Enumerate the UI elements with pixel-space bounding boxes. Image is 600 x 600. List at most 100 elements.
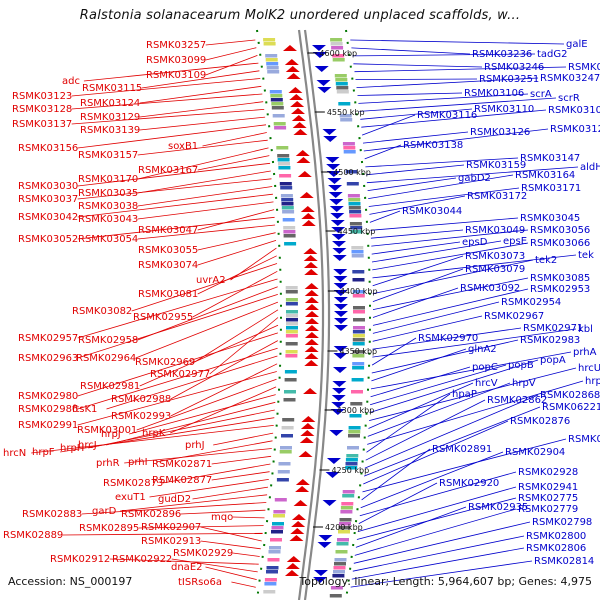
gene-label-right[interactable]: RSMK03056 — [530, 225, 590, 236]
gene-label-left[interactable]: RSMK02896 — [121, 509, 181, 520]
gene-label-right[interactable]: hrpV — [512, 378, 536, 389]
gene-label-left[interactable]: RSMK02969 — [135, 357, 195, 368]
gene-label-left[interactable]: RSMK02922 — [112, 554, 172, 565]
gene-label-left[interactable]: RSMK03052 — [18, 234, 78, 245]
gene-label-left[interactable]: dnaE2 — [171, 562, 203, 573]
gene-label-right[interactable]: RSMK03121 — [550, 124, 600, 135]
gene-label-left[interactable]: uvrA2 — [196, 275, 226, 286]
gene-label-right[interactable]: RSMK03126 — [470, 127, 530, 138]
gene-label-right[interactable]: RSMK03116 — [417, 110, 477, 121]
gene-label-right[interactable]: hrcU — [578, 363, 600, 374]
gene-label-right[interactable]: RSMK02928 — [518, 467, 578, 478]
gene-label-left[interactable]: RSMK02981 — [80, 381, 140, 392]
gene-label-right[interactable]: hrpG — [585, 376, 600, 387]
gene-label-right[interactable]: RSMK03066 — [530, 238, 590, 249]
gene-label-right[interactable]: tek — [578, 250, 594, 261]
gene-label-left[interactable]: RSMK03115 — [82, 83, 142, 94]
gene-label-right[interactable]: galE — [566, 39, 588, 50]
gene-label-right[interactable]: kbl — [578, 324, 593, 335]
gene-label-left[interactable]: RSMK03129 — [80, 112, 140, 123]
gene-label-left[interactable]: RSMK02988 — [111, 394, 171, 405]
gene-label-left[interactable]: exuT1 — [115, 492, 146, 503]
gene-label-left[interactable]: RSMK03038 — [78, 201, 138, 212]
gene-label-right[interactable]: epsE — [503, 236, 527, 247]
gene-label-right[interactable]: RSMK03085 — [530, 273, 590, 284]
gene-label-left[interactable]: RSMK02958 — [78, 335, 138, 346]
gene-label-right[interactable]: hrcV — [475, 378, 498, 389]
gene-label-left[interactable]: prhI — [128, 457, 148, 468]
gene-label-left[interactable]: RSMK03167 — [138, 165, 198, 176]
gene-label-left[interactable]: RSMK03137 — [12, 119, 72, 130]
gene-label-right[interactable]: RSMK02779 — [518, 504, 578, 515]
gene-label-right[interactable]: popC — [472, 362, 498, 373]
gene-label-left[interactable]: hrcN — [3, 448, 26, 459]
gene-label-right[interactable]: tek2 — [535, 255, 557, 266]
gene-label-left[interactable]: RSMK02883 — [22, 509, 82, 520]
gene-label-right[interactable]: RSMK03247 — [540, 73, 600, 84]
gene-label-left[interactable]: RSMK02957 — [18, 333, 78, 344]
gene-label-left[interactable]: hrpF — [32, 447, 55, 458]
gene-label-right[interactable]: RSMK03110 — [474, 104, 534, 115]
gene-label-left[interactable]: RSMK03157 — [78, 150, 138, 161]
gene-label-right[interactable]: RSMK02775 — [518, 493, 578, 504]
gene-label-right[interactable]: RSMK03079 — [465, 264, 525, 275]
gene-label-right[interactable]: aldH — [580, 162, 600, 173]
gene-label-right[interactable]: RSMK03164 — [515, 170, 575, 181]
gene-label-right[interactable]: RSMK02970 — [418, 333, 478, 344]
gene-label-left[interactable]: RSMK02873 — [103, 478, 163, 489]
gene-label-left[interactable]: RSMK03054 — [78, 234, 138, 245]
gene-label-right[interactable]: RSMK02967 — [484, 311, 544, 322]
gene-label-left[interactable]: hrpK — [142, 428, 166, 439]
gene-label-right[interactable]: RSMK03138 — [403, 140, 463, 151]
gene-label-right[interactable]: RSMK02903 — [568, 434, 600, 445]
gene-label-right[interactable]: glnA2 — [468, 344, 497, 355]
gene-label-right[interactable]: RSMK02868 — [540, 390, 600, 401]
gene-label-right[interactable]: RSMK03251 — [479, 74, 539, 85]
gene-label-left[interactable]: RSMK03055 — [138, 245, 198, 256]
gene-label-left[interactable]: RSMK02889 — [3, 530, 63, 541]
gene-label-right[interactable]: RSMK03159 — [466, 160, 526, 171]
gene-label-right[interactable]: RSMK02876 — [510, 416, 570, 427]
gene-label-left[interactable]: RSMK02871 — [152, 459, 212, 470]
gene-label-left[interactable]: RSMK03030 — [18, 181, 78, 192]
gene-label-right[interactable]: RSMK02920 — [439, 478, 499, 489]
gene-label-right[interactable]: RSMK02800 — [526, 531, 586, 542]
gene-label-right[interactable]: RSMK02806 — [526, 543, 586, 554]
gene-label-left[interactable]: RSMK02964 — [76, 353, 136, 364]
gene-label-left[interactable]: RSMK03001 — [77, 425, 137, 436]
gene-label-right[interactable]: scrR — [558, 93, 580, 104]
gene-label-right[interactable]: RSMK02935 — [468, 502, 528, 513]
gene-label-right[interactable]: RSMK03108 — [548, 105, 600, 116]
gene-label-left[interactable]: RSMK02907 — [141, 522, 201, 533]
gene-label-right[interactable]: RSMK03172 — [467, 191, 527, 202]
gene-label-left[interactable]: adc — [62, 76, 80, 87]
gene-label-right[interactable]: RSMK02941 — [518, 482, 578, 493]
gene-label-left[interactable]: RSMK02877 — [152, 475, 212, 486]
gene-label-left[interactable]: hrpJ — [101, 429, 121, 440]
gene-label-right[interactable]: RSMK03106 — [464, 88, 524, 99]
gene-label-left[interactable]: RSMK02986 — [18, 404, 78, 415]
gene-label-left[interactable]: RSMK03037 — [18, 194, 78, 205]
gene-label-right[interactable]: RSMK03171 — [521, 183, 581, 194]
gene-label-left[interactable]: RSMK03042 — [18, 212, 78, 223]
gene-label-left[interactable]: RSMK03099 — [146, 55, 206, 66]
gene-label-right[interactable]: epsD — [462, 237, 488, 248]
gene-label-left[interactable]: RSMK02977 — [150, 369, 210, 380]
gene-label-right[interactable]: RSMK03147 — [520, 153, 580, 164]
gene-label-left[interactable]: RSMK03043 — [78, 214, 138, 225]
gene-label-right[interactable]: RSMK03049 — [465, 225, 525, 236]
gene-label-right[interactable]: RSMK02904 — [505, 447, 565, 458]
gene-label-right[interactable]: RSMK02954 — [501, 297, 561, 308]
gene-label-right[interactable]: RSMK03239 — [568, 62, 600, 73]
gene-label-right[interactable]: RSMK03092 — [460, 283, 520, 294]
gene-label-right[interactable]: popA — [540, 355, 566, 366]
gene-label-left[interactable]: RSMK02993 — [111, 411, 171, 422]
gene-label-left[interactable]: tISRso6a — [178, 577, 222, 588]
gene-label-left[interactable]: RSMK03082 — [72, 306, 132, 317]
gene-label-left[interactable]: RSMK02963 — [18, 353, 78, 364]
gene-label-left[interactable]: RSMK02912 — [50, 554, 110, 565]
gene-label-left[interactable]: RSMK02955 — [133, 312, 193, 323]
gene-label-left[interactable]: RSMK03074 — [138, 260, 198, 271]
gene-label-left[interactable]: prhR — [96, 458, 120, 469]
